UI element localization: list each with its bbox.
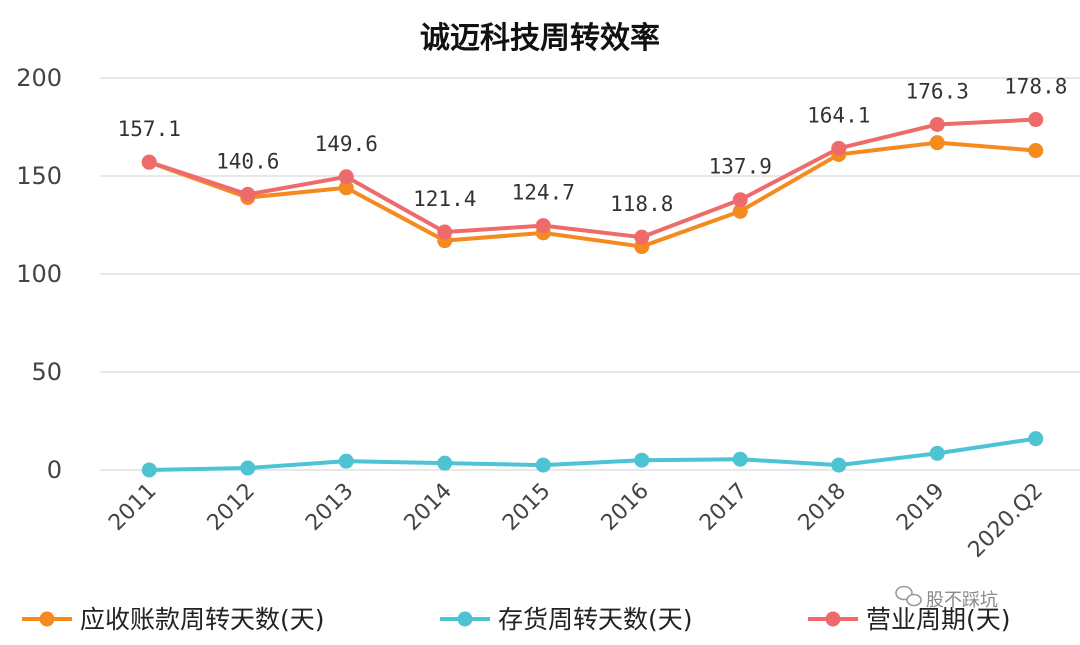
y-axis: 0 50 100 150 200: [16, 64, 62, 484]
series-line-2: [147, 117, 1038, 240]
y-tick-label: 150: [16, 162, 62, 190]
data-point: [831, 457, 847, 473]
y-tick-label: 0: [47, 456, 62, 484]
x-axis: 2011 2012 2013 2014 2015 2016 2017 2018 2019 2020…: [104, 479, 1048, 563]
data-label: 121.4: [413, 187, 476, 211]
x-tick-label: 2015: [498, 479, 555, 536]
legend-label: 存货周转天数(天): [498, 605, 693, 634]
data-point: [338, 453, 354, 469]
data-point: [634, 229, 650, 245]
series-points: [141, 112, 1044, 478]
x-tick-label: 2019: [892, 479, 949, 536]
data-point: [929, 445, 945, 461]
data-label: 149.6: [315, 132, 378, 156]
x-tick-label: 2018: [794, 479, 851, 536]
data-point: [535, 218, 551, 234]
data-point: [732, 192, 748, 208]
data-point: [141, 154, 157, 170]
data-point: [338, 180, 354, 196]
x-tick-label: 2020.Q2: [964, 479, 1048, 563]
y-tick-label: 50: [31, 358, 62, 386]
watermark: 股不踩坑: [895, 585, 998, 611]
data-label: 140.6: [216, 149, 279, 173]
x-tick-label: 2013: [301, 479, 358, 536]
series-line-1: [147, 436, 1038, 472]
data-point: [929, 135, 945, 151]
data-point: [437, 224, 453, 240]
data-point: [1028, 112, 1044, 128]
x-tick-label: 2011: [104, 479, 161, 536]
legend-label: 营业周期(天): [866, 605, 1011, 634]
data-point: [831, 140, 847, 156]
data-point: [1028, 143, 1044, 159]
x-tick-label: 2017: [695, 479, 752, 536]
data-point: [634, 452, 650, 468]
data-point: [437, 455, 453, 471]
data-label: 164.1: [807, 103, 870, 127]
y-tick-label: 100: [16, 260, 62, 288]
grid: [100, 77, 1080, 471]
x-tick-label: 2012: [203, 479, 260, 536]
data-point: [240, 186, 256, 202]
x-tick-label: 2016: [597, 479, 654, 536]
legend-marker: [39, 611, 55, 627]
legend: 应收账款周转天数(天) 存货周转天数(天) 营业周期(天): [22, 605, 1011, 634]
data-point: [732, 451, 748, 467]
data-label: 178.8: [1004, 75, 1067, 99]
series-lines: [147, 117, 1038, 472]
series-line-0: [147, 140, 1038, 249]
wechat-icon: [895, 585, 922, 607]
data-point: [240, 460, 256, 476]
data-point: [141, 462, 157, 478]
data-point: [732, 203, 748, 219]
data-point: [929, 116, 945, 132]
chart-title: 诚迈科技周转效率: [420, 21, 660, 56]
data-point: [535, 457, 551, 473]
data-label: 176.3: [906, 79, 969, 103]
data-label: 137.9: [709, 155, 772, 179]
watermark-text: 股不踩坑: [926, 590, 998, 611]
data-labels: 157.1 140.6 149.6 121.4 124.7 118.8 137.9 164.1…: [118, 75, 1068, 217]
legend-label: 应收账款周转天数(天): [80, 605, 325, 634]
data-label: 118.8: [610, 192, 673, 216]
y-tick-label: 200: [16, 64, 62, 92]
data-point: [338, 169, 354, 185]
legend-marker: [825, 611, 841, 627]
legend-marker: [457, 611, 473, 627]
data-label: 124.7: [512, 181, 575, 205]
data-label: 157.1: [118, 117, 181, 141]
data-point: [1028, 431, 1044, 447]
x-tick-label: 2014: [400, 479, 457, 536]
